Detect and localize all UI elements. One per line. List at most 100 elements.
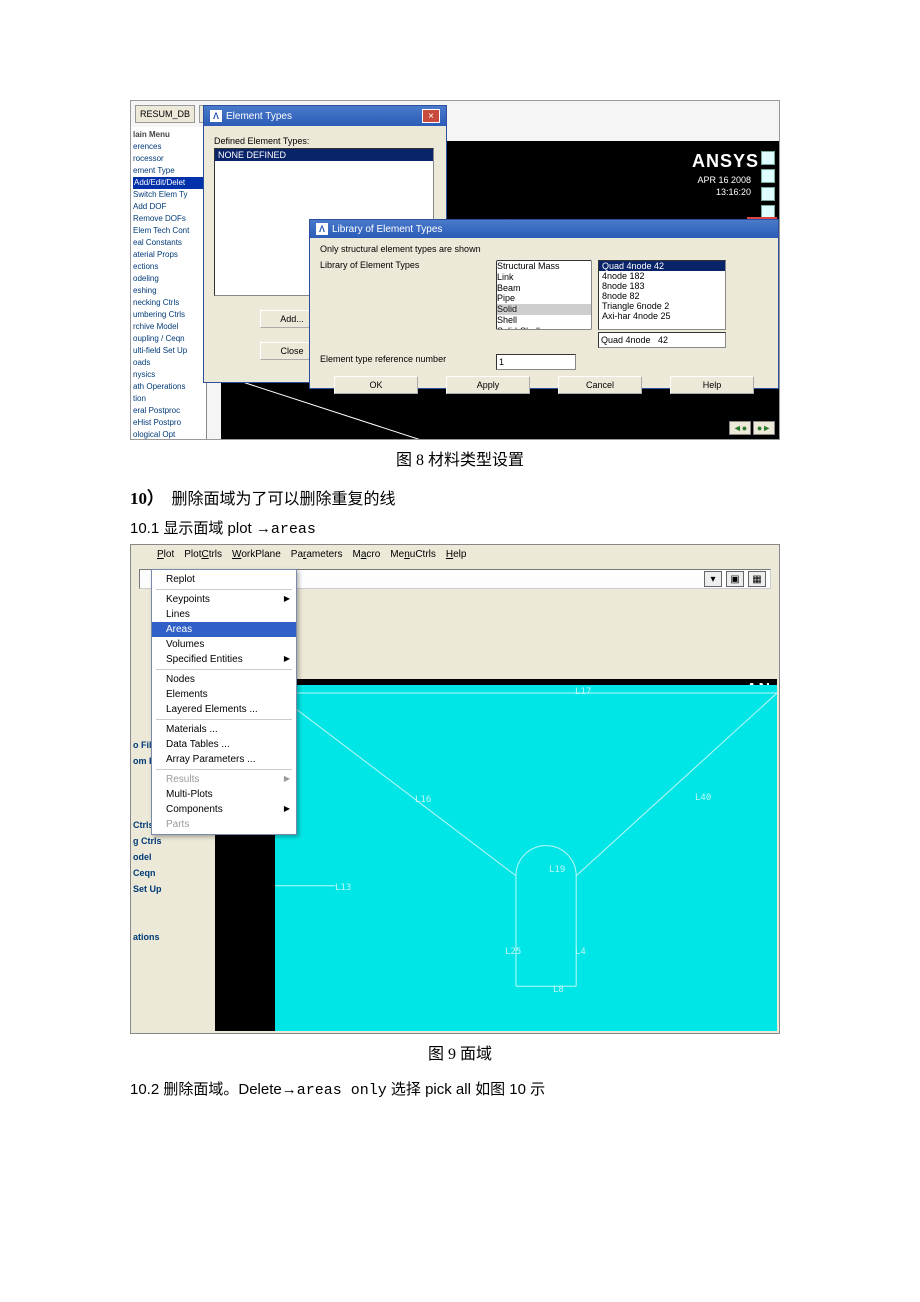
- apply-button[interactable]: Apply: [446, 376, 530, 394]
- main-menu-item[interactable]: Add DOF: [133, 201, 206, 213]
- element-listbox[interactable]: Quad 4node 424node 1828node 1838node 82T…: [598, 260, 726, 330]
- main-menu-item[interactable]: rocessor: [133, 153, 206, 165]
- figure8-screenshot: RESUM_DB QUI lain Menu erencesrocessorem…: [130, 100, 780, 440]
- plotmenu-item-data-tables-[interactable]: Data Tables ...: [152, 737, 296, 752]
- main-menu-item[interactable]: odeling: [133, 273, 206, 285]
- main-menu-item[interactable]: necking Ctrls: [133, 297, 206, 309]
- plotmenu-item-volumes[interactable]: Volumes: [152, 637, 296, 652]
- main-menu-item[interactable]: rchive Model: [133, 321, 206, 333]
- library-element-types-dialog: Λ Library of Element Types Only structur…: [309, 219, 779, 389]
- dropdown-icon[interactable]: ▾: [704, 571, 722, 587]
- dialog-title: Library of Element Types: [332, 224, 442, 235]
- main-menu-item[interactable]: Remove DOFs: [133, 213, 206, 225]
- tool-icon[interactable]: [761, 169, 775, 183]
- line-label: L40: [695, 793, 711, 803]
- cancel-button[interactable]: Cancel: [558, 376, 642, 394]
- defined-types-label: Defined Element Types:: [214, 136, 436, 146]
- main-menu-item[interactable]: ulti-field Set Up: [133, 345, 206, 357]
- nav-right-icon[interactable]: ●►: [753, 421, 775, 435]
- main-menu-item[interactable]: ological Opt: [133, 429, 206, 440]
- main-menu-item[interactable]: umbering Ctrls: [133, 309, 206, 321]
- main-menu-item[interactable]: Switch Elem Ty: [133, 189, 206, 201]
- menu-plotctrls[interactable]: PlotCtrls: [184, 549, 222, 560]
- sidebar-item: [133, 897, 207, 913]
- main-menu-item[interactable]: oupling / Ceqn: [133, 333, 206, 345]
- main-menu-item[interactable]: Elem Tech Cont: [133, 225, 206, 237]
- menu-menuctrls[interactable]: MenuCtrls: [390, 549, 436, 560]
- line-label: L25: [505, 947, 521, 957]
- sidebar-item[interactable]: odel: [133, 849, 207, 865]
- element-option[interactable]: 4node 182: [599, 271, 725, 281]
- nav-left-icon[interactable]: ◄●: [729, 421, 751, 435]
- main-menu-item[interactable]: eal Constants: [133, 237, 206, 249]
- ok-button[interactable]: OK: [334, 376, 418, 394]
- plotmenu-item-elements[interactable]: Elements: [152, 687, 296, 702]
- menu-help[interactable]: Help: [446, 549, 467, 560]
- plotmenu-item-lines[interactable]: Lines: [152, 607, 296, 622]
- step-10-1: 10.1 显示面域 plot →areas: [130, 517, 790, 538]
- element-option[interactable]: 8node 82: [599, 291, 725, 301]
- menu-plot[interactable]: Plot: [157, 549, 174, 560]
- main-menu-item[interactable]: oads: [133, 357, 206, 369]
- main-menu-item[interactable]: erences: [133, 141, 206, 153]
- element-option[interactable]: Axi-har 4node 25: [599, 311, 725, 321]
- grid-icon[interactable]: ▦: [748, 571, 766, 587]
- library-label: Library of Element Types: [320, 260, 490, 270]
- menu-parameters[interactable]: Parameters: [291, 549, 343, 560]
- plotmenu-item-array-parameters-[interactable]: Array Parameters ...: [152, 752, 296, 767]
- category-listbox[interactable]: Structural MassLinkBeamPipeSolidShellSol…: [496, 260, 592, 330]
- raise-icon[interactable]: ▣: [726, 571, 744, 587]
- tool-icon[interactable]: [761, 151, 775, 165]
- main-menu-item[interactable]: tion: [133, 393, 206, 405]
- menu-macro[interactable]: Macro: [352, 549, 380, 560]
- sidebar-item[interactable]: Ceqn: [133, 865, 207, 881]
- nav-arrows: ◄● ●►: [729, 421, 775, 435]
- main-menu-item[interactable]: ath Operations: [133, 381, 206, 393]
- sidebar-item[interactable]: Set Up: [133, 881, 207, 897]
- sidebar-item[interactable]: g Ctrls: [133, 833, 207, 849]
- tool-icon[interactable]: [761, 187, 775, 201]
- resum-db-button[interactable]: RESUM_DB: [135, 105, 195, 123]
- chosen-element-field[interactable]: [598, 332, 726, 348]
- main-menu-item[interactable]: nysics: [133, 369, 206, 381]
- plotmenu-item-specified-entities[interactable]: Specified Entities: [152, 652, 296, 667]
- main-menu-item[interactable]: eral Postproc: [133, 405, 206, 417]
- sidebar-item[interactable]: ations: [133, 929, 207, 945]
- main-menu-item[interactable]: ections: [133, 261, 206, 273]
- main-menu-item[interactable]: Add/Edit/Delet: [133, 177, 206, 189]
- main-menu-item[interactable]: eshing: [133, 285, 206, 297]
- menubar[interactable]: Plot PlotCtrls WorkPlane Parameters Macro Men…: [157, 549, 476, 560]
- plotmenu-item-layered-elements-[interactable]: Layered Elements ...: [152, 702, 296, 717]
- step-10-2: 10.2 删除面域。Delete→areas only 选择 pick all …: [130, 1078, 790, 1099]
- plot-dropdown-menu[interactable]: Replot KeypointsLinesAreasVolumesSpecifie…: [151, 569, 297, 835]
- plotmenu-item-keypoints[interactable]: Keypoints: [152, 592, 296, 607]
- plotmenu-item-areas[interactable]: Areas: [152, 622, 296, 637]
- help-button[interactable]: Help: [670, 376, 754, 394]
- line-label: L8: [553, 985, 564, 995]
- plotmenu-item-results: Results: [152, 772, 296, 787]
- figure9-screenshot: Plot PlotCtrls WorkPlane Parameters Macro Men…: [130, 544, 780, 1034]
- dialog-titlebar: Λ Library of Element Types: [310, 220, 778, 238]
- plotmenu-item-multi-plots[interactable]: Multi-Plots: [152, 787, 296, 802]
- element-option[interactable]: Quad 4node 42: [599, 261, 725, 271]
- main-menu-item[interactable]: ement Type: [133, 165, 206, 177]
- plotmenu-item-parts: Parts: [152, 817, 296, 832]
- element-option[interactable]: Triangle 6node 2: [599, 301, 725, 311]
- dialog-titlebar: Λ Element Types ×: [204, 106, 446, 126]
- main-menu-header: lain Menu: [133, 129, 206, 141]
- main-menu-item[interactable]: aterial Props: [133, 249, 206, 261]
- struct-note: Only structural element types are shown: [320, 244, 768, 254]
- main-menu-item[interactable]: eHist Postpro: [133, 417, 206, 429]
- menu-workplane[interactable]: WorkPlane: [232, 549, 281, 560]
- figure8-caption: 图 8 材料类型设置: [130, 446, 790, 470]
- close-icon[interactable]: ×: [422, 109, 440, 123]
- element-option[interactable]: 8node 183: [599, 281, 725, 291]
- refnum-input[interactable]: [496, 354, 576, 370]
- plotmenu-item-replot[interactable]: Replot: [152, 572, 296, 587]
- plotmenu-item-materials-[interactable]: Materials ...: [152, 722, 296, 737]
- ansys-a-icon: Λ: [316, 223, 328, 235]
- plotmenu-item-nodes[interactable]: Nodes: [152, 672, 296, 687]
- area-outline-svg: [275, 685, 777, 1034]
- plotmenu-item-components[interactable]: Components: [152, 802, 296, 817]
- graphics-window: AS C ISM AN APR 1 L17L16L40L19L13L25L4: [215, 679, 777, 1031]
